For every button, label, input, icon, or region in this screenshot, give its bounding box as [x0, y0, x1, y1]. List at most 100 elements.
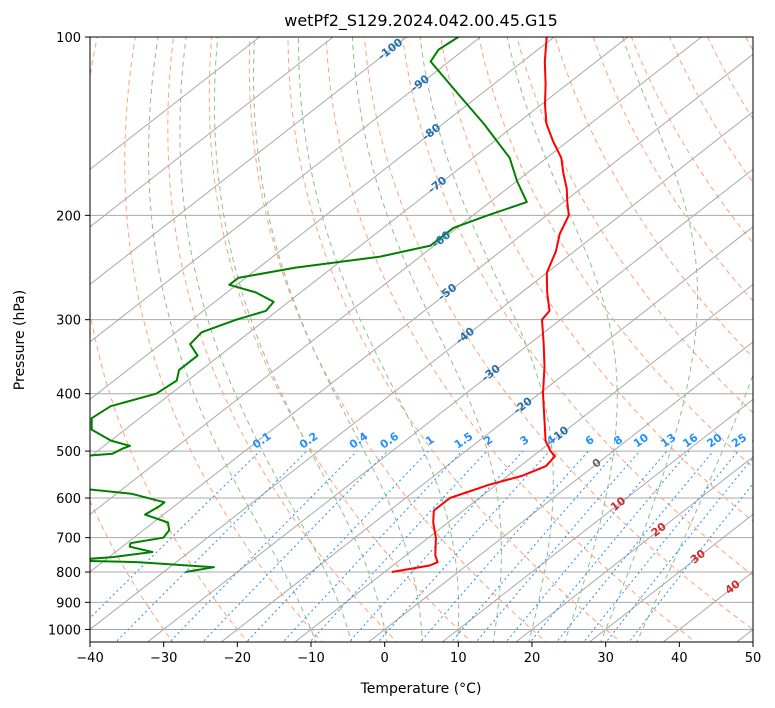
isopleth-label-layer: -100-90-80-70-60-50-40-30-20-10010203040… [250, 35, 775, 597]
y-tick-label: 600 [56, 492, 81, 507]
isotherm-label: -40 [453, 324, 477, 347]
mixing-ratio-label: 36 [770, 431, 775, 451]
isotherm-line [294, 283, 753, 642]
x-tick-label: 30 [597, 651, 614, 666]
mixing-ratio-label: 25 [729, 431, 749, 450]
mixing-ratio-line [450, 450, 618, 642]
x-axis-title: Temperature (°C) [360, 681, 482, 697]
isotherm-label: -50 [436, 281, 460, 304]
isotherm-line [588, 513, 753, 642]
mixing-ratio-line [556, 450, 714, 642]
x-tick-label: −20 [224, 651, 251, 666]
dry-adiabat [325, 37, 697, 642]
mixing-ratio-label: 0.1 [250, 430, 273, 452]
y-tick-label: 400 [56, 388, 81, 403]
mixing-ratio-line [245, 450, 429, 642]
isotherm-label: 30 [688, 547, 708, 567]
moist-adiabat [214, 37, 388, 642]
dry-adiabat [90, 499, 174, 642]
moist-adiabat [148, 37, 317, 642]
isotherm-line [441, 398, 753, 642]
mixing-ratio-line [90, 450, 261, 619]
dry-adiabat [401, 37, 753, 577]
x-tick-label: 10 [450, 651, 467, 666]
dry-adiabat [208, 37, 473, 642]
isotherm-line [90, 37, 408, 285]
y-tick-label: 900 [56, 596, 81, 611]
mixing-ratio-line [419, 450, 589, 642]
mixing-ratio-label: 6 [583, 433, 597, 448]
isotherm-label: 20 [649, 520, 669, 540]
mixing-ratio-label: 20 [705, 431, 725, 451]
mixing-ratio-label: 0.4 [347, 429, 371, 451]
dry-adiabat [363, 37, 753, 631]
dry-adiabat [554, 37, 753, 358]
mixing-ratio-line [529, 450, 690, 642]
isotherm-line [90, 111, 753, 631]
isotherm-line [146, 168, 753, 642]
mixing-ratio-label: 1 [423, 433, 437, 448]
moist-adiabat [636, 373, 753, 642]
dry-adiabat [167, 37, 398, 642]
mixing-ratio-label: 30 [750, 431, 770, 451]
moist-adiabat [179, 37, 353, 642]
series-layer [90, 37, 570, 573]
moist-adiabat [506, 37, 618, 642]
y-tick-label: 100 [56, 31, 81, 46]
mixing-ratio-line [202, 450, 388, 642]
isotherm-line [90, 37, 261, 170]
dry-adiabat [745, 37, 753, 52]
y-tick-label: 500 [56, 445, 81, 460]
dry-adiabat [124, 37, 323, 642]
isotherm-line [90, 53, 753, 573]
isotherm-line [220, 226, 753, 642]
isotherm-label: -80 [420, 121, 444, 144]
dewpoint-trace [90, 37, 528, 573]
isotherm-line [90, 37, 555, 401]
y-tick-label: 700 [56, 532, 81, 547]
isotherm-label: -30 [479, 362, 503, 385]
mixing-ratio-label: 8 [611, 433, 625, 448]
isotherm-line [367, 341, 753, 642]
isotherm-line [90, 37, 334, 228]
mixing-ratio-line [168, 450, 358, 642]
dry-adiabat [478, 37, 753, 468]
chart-title: wetPf2_S129.2024.042.00.45.G15 [284, 11, 558, 31]
x-tick-label: −40 [76, 651, 103, 666]
isotherm-line [90, 37, 703, 516]
mixing-ratio-line [309, 450, 488, 642]
y-axis-title: Pressure (hPa) [12, 290, 28, 390]
isotherm-label: -100 [376, 35, 406, 62]
mixing-ratio-label: 10 [631, 431, 651, 451]
mixing-ratio-label: 16 [680, 431, 700, 451]
mixing-ratio-line [377, 450, 550, 642]
x-tick-label: 20 [524, 651, 541, 666]
isotherm-label: 40 [723, 577, 743, 597]
moist-adiabat [253, 37, 423, 642]
moist-adiabat [298, 37, 460, 642]
moist-adiabat [351, 37, 502, 642]
isotherm-line [90, 37, 629, 458]
dry-adiabat [669, 37, 753, 184]
x-tick-label: 50 [745, 651, 762, 666]
dry-adiabat [287, 37, 622, 642]
isotherm-line [515, 456, 753, 642]
moist-adiabat [600, 37, 699, 642]
mixing-ratio-label: 2 [482, 433, 496, 448]
mixing-ratio-label: 3 [518, 433, 532, 448]
isotherm-label: -70 [426, 174, 450, 197]
dry-adiabat [248, 37, 547, 642]
dry-adiabat [707, 37, 753, 120]
y-tick-label: 1000 [48, 623, 81, 638]
mixing-ratio-line [583, 450, 739, 642]
dry-adiabat [516, 37, 753, 414]
dry-adiabat [440, 37, 753, 523]
isotherm-label: 0 [590, 456, 604, 471]
x-tick-label: −10 [297, 651, 324, 666]
mixing-ratio-label: 0.6 [378, 429, 402, 451]
mixing-ratio-line [475, 450, 641, 642]
y-tick-label: 200 [56, 209, 81, 224]
mixing-ratio-line [348, 450, 524, 642]
isotherm-label: -20 [511, 394, 535, 417]
